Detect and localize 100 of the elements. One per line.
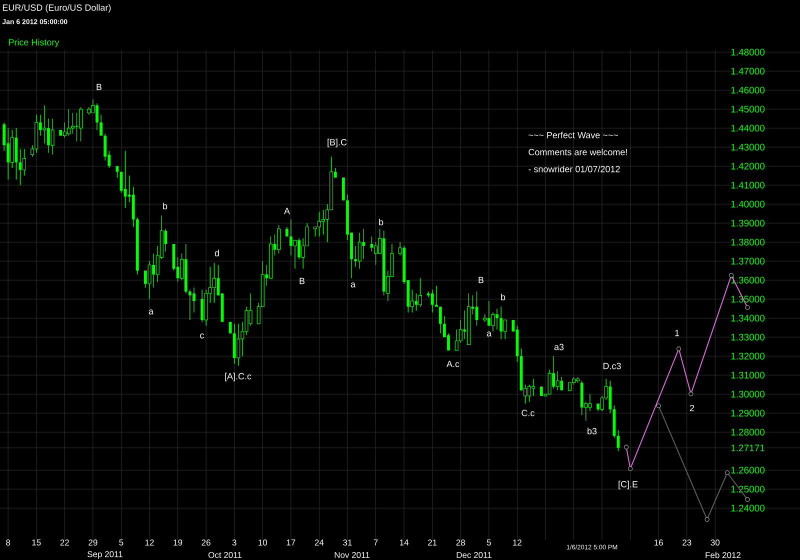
candlestick	[293, 240, 297, 270]
candlestick	[100, 114, 102, 136]
x-tick-label: 24	[314, 540, 324, 546]
candlestick	[491, 312, 495, 332]
y-tick-label: 1.42000	[731, 162, 764, 170]
candlestick	[528, 384, 532, 402]
y-tick-label: 1.41000	[731, 182, 764, 188]
y-tick-label: 1.33000	[731, 334, 764, 340]
y-tick-label: 1.27171	[731, 444, 764, 452]
y-tick-label: 1.44000	[731, 124, 764, 132]
candlestick	[414, 293, 418, 311]
annotation: b3	[588, 428, 597, 434]
annotation: D.c3	[603, 362, 621, 370]
x-tick-label: 28	[456, 540, 465, 546]
annotation: a	[486, 332, 492, 336]
x-tick-label: 12	[513, 540, 522, 546]
y-tick-label: 1.47000	[731, 68, 764, 74]
y-tick-label: 1.24000	[731, 504, 764, 512]
candlestick	[321, 209, 325, 235]
x-tick-label: 19	[174, 540, 182, 546]
chart-title: EUR/USD (Euro/US Dollar)	[2, 4, 111, 13]
y-tick-label: 1.38000	[731, 238, 764, 246]
annotation: [B].C	[328, 138, 347, 148]
candlestick	[277, 224, 281, 254]
x-tick-label: 29	[88, 540, 98, 546]
x-tick-label: 30	[710, 540, 720, 546]
candlestick	[588, 394, 592, 412]
annotation: 2	[690, 404, 694, 412]
y-tick-label: 1.37000	[731, 258, 764, 264]
annotation: 1	[675, 330, 680, 336]
x-tick-label: 15	[32, 540, 41, 546]
x-tick-label: 17	[286, 540, 296, 546]
x-tick-label: 5	[486, 540, 491, 546]
x-tick-label: 5	[119, 540, 124, 546]
annotation: c	[200, 334, 204, 338]
candlestick	[354, 246, 358, 268]
y-tick-label: 1.29000	[731, 410, 764, 416]
y-tick-label: 1.40000	[731, 200, 764, 208]
candlestick	[116, 166, 119, 178]
annotation: a	[148, 310, 154, 314]
y-tick-label: 1.26000	[731, 466, 764, 474]
candlestick	[70, 112, 74, 134]
annotation: d	[214, 250, 219, 256]
x-tick-label: 10	[258, 540, 268, 546]
annotation: b	[501, 294, 506, 300]
y-tick-label: 1.45000	[731, 106, 764, 112]
candlestick	[188, 289, 192, 320]
y-tick-label: 1.43000	[731, 144, 764, 150]
candlestick	[289, 218, 292, 256]
candlestick	[374, 242, 378, 266]
candlestick	[236, 323, 240, 366]
candlestick	[560, 376, 564, 391]
candlestick	[18, 148, 22, 186]
x-tick-label: 7	[374, 540, 378, 546]
x-tick-label: 3	[232, 540, 236, 546]
candlestick	[22, 148, 26, 176]
x-tick-label: 31	[343, 540, 352, 546]
annotation: Comments are welcome!	[528, 148, 627, 156]
x-tick-label: 23	[682, 540, 692, 546]
candlestick	[370, 236, 374, 252]
annotation: B	[478, 276, 484, 284]
candlestick	[487, 300, 490, 326]
text: Price History	[8, 38, 60, 48]
x-tick-label: 8	[6, 540, 10, 546]
y-tick-label: 1.34000	[731, 314, 764, 322]
candlestick	[285, 226, 288, 237]
annotation: ~~~ Perfect Wave ~~~	[528, 132, 618, 138]
annotation: A.c	[446, 360, 460, 368]
y-tick-label: 1.39000	[731, 220, 764, 226]
annotation: b	[379, 218, 384, 226]
candlestick	[6, 128, 10, 180]
y-tick-label: 1.25000	[731, 486, 764, 492]
candlestick	[556, 370, 560, 391]
y-tick-label: 1.28000	[731, 428, 764, 436]
text: Nov 2011	[334, 552, 370, 558]
annotation: - snowrider 01/07/2012	[528, 166, 620, 172]
candlestick	[192, 287, 196, 313]
x-tick-label: 26	[202, 540, 210, 546]
candlestick	[430, 289, 434, 313]
x-tick-label: 12	[145, 540, 154, 546]
annotation: b	[163, 202, 168, 210]
x-tick-label: 21	[428, 540, 437, 546]
candlestick	[454, 329, 458, 351]
candlestick	[79, 106, 83, 142]
candlestick	[62, 122, 66, 138]
annotation: C.c	[522, 410, 535, 416]
candlestick	[358, 232, 362, 270]
candlestick	[42, 104, 46, 144]
candlestick	[438, 306, 442, 334]
y-tick-label: 1.31000	[731, 372, 764, 378]
candlestick	[212, 262, 216, 304]
annotation: a	[350, 282, 356, 288]
annotation: B	[96, 84, 102, 90]
y-tick-label: 1.32000	[731, 352, 764, 360]
x-tick-label: 16	[654, 540, 663, 546]
annotation: [C].E	[618, 480, 638, 490]
annotation: B	[300, 278, 305, 284]
candlestick	[50, 118, 54, 156]
text: Feb 2012	[706, 552, 741, 558]
text: Dec 2011	[456, 552, 492, 558]
